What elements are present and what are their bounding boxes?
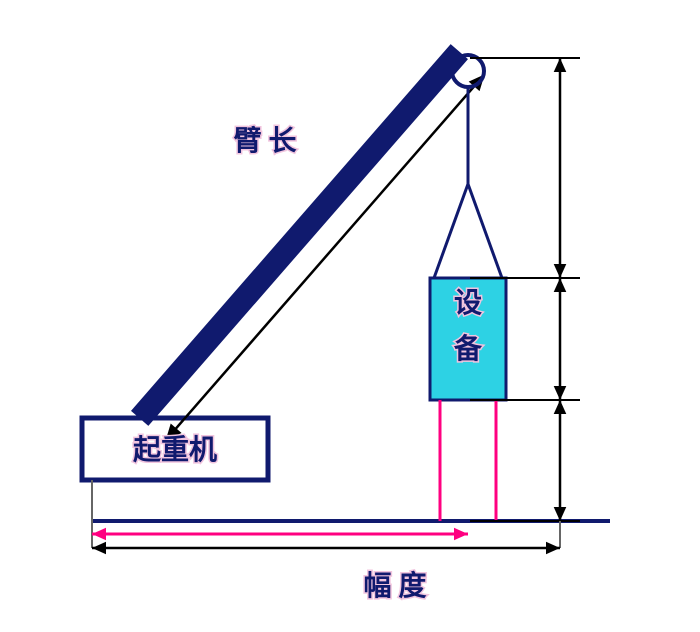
boom-length-label: 臂 长 <box>233 125 296 157</box>
radius-label: 幅 度 <box>363 570 426 602</box>
crane-base-label: 起重机 <box>133 434 217 466</box>
crane-diagram: 起重机臂 长幅 度设备 <box>0 0 700 632</box>
